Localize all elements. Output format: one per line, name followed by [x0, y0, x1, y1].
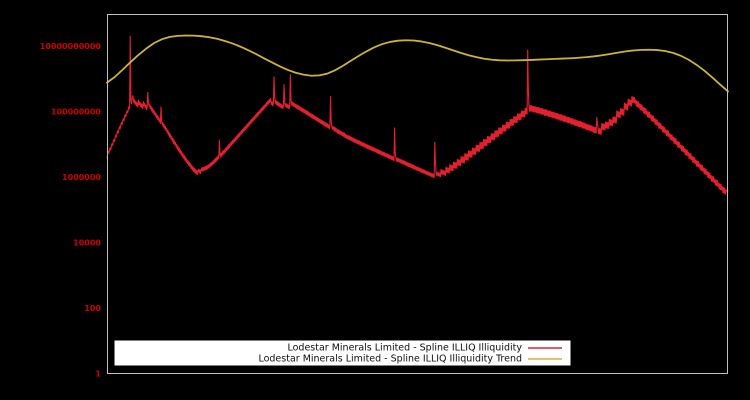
plot-background	[107, 14, 728, 374]
illiquidity-trend-line	[106, 34, 729, 93]
plot-frame-border	[107, 14, 728, 374]
y-axis-tick-label: 1000000	[62, 173, 101, 182]
chart-legend: Lodestar Minerals Limited - Spline ILLIQ…	[114, 340, 571, 366]
legend-entry-label: Lodestar Minerals Limited - Spline ILLIQ…	[287, 343, 522, 354]
legend-entry-label: Lodestar Minerals Limited - Spline ILLIQ…	[258, 354, 522, 365]
y-axis-tick-label: 100000000	[51, 108, 102, 117]
illiquidity-series-line	[106, 35, 729, 195]
y-axis-tick-label: 10000000000	[40, 42, 102, 51]
y-axis-tick-label: 10000	[73, 239, 101, 248]
y-axis-tick-labels: 1 100 10000 1000000 100000000 10000000000	[40, 42, 102, 378]
y-axis-tick-label: 1	[95, 370, 101, 379]
y-axis-tick-label: 100	[84, 304, 101, 313]
legend-background	[114, 340, 571, 366]
